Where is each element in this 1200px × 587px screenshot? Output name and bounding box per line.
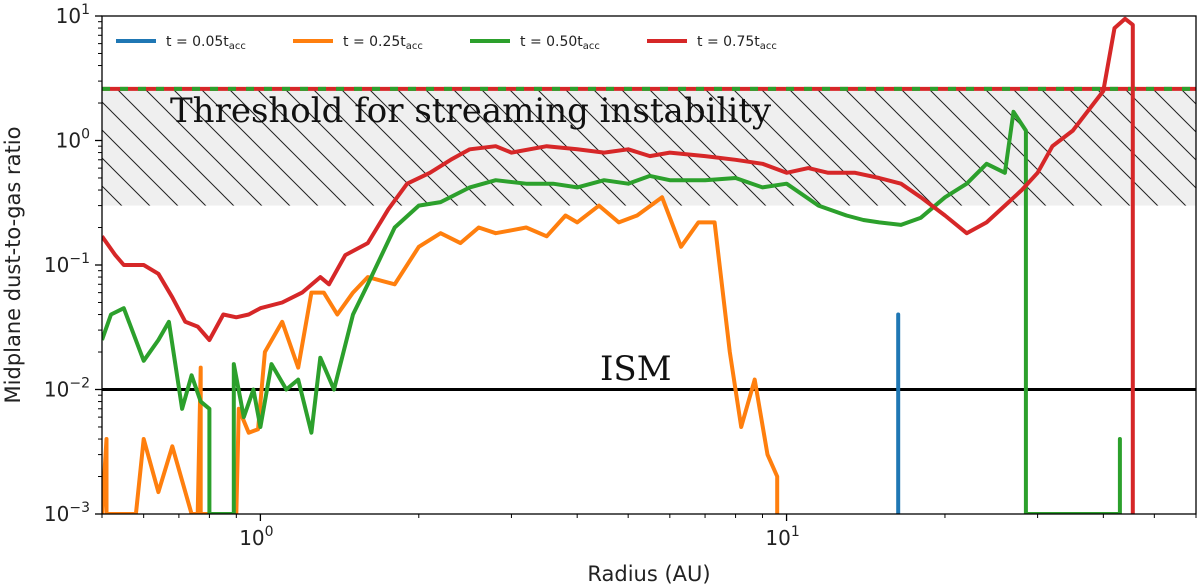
plot-area: Threshold for streaming instability ISM [102,16,1196,514]
y-tick-label: 101 [56,2,90,28]
legend-label-2: t = 0.25tacc [343,34,423,52]
ticks-layer: 10−3 10−2 10−1 100 101 100 101 [44,2,1197,550]
legend: t = 0.05tacc t = 0.25tacc t = 0.50tacc t = … [116,34,777,52]
series-layer [102,16,1135,514]
y-tick-label: 10−1 [44,251,90,277]
ism-label: ISM [600,349,672,389]
plot-frame [101,15,1197,515]
legend-label-4: t = 0.75tacc [697,34,777,52]
y-axis-label: Midplane dust-to-gas ratio [1,127,25,404]
legend-label-1: t = 0.05tacc [166,34,246,52]
y-tick-label: 10−2 [44,376,90,402]
series-line-2 [102,195,780,514]
x-axis-label: Radius (AU) [587,562,710,586]
x-tick-label: 100 [239,524,273,550]
y-tick-label: 100 [56,127,90,153]
series-line-3 [102,109,1122,514]
y-tick-label: 10−3 [44,500,90,526]
legend-label-3: t = 0.50tacc [520,34,600,52]
streaming-threshold-label: Threshold for streaming instability [170,91,772,131]
x-tick-label: 101 [765,524,799,550]
streaming-band-hatch [102,88,1196,206]
series-line-4 [102,16,1135,514]
